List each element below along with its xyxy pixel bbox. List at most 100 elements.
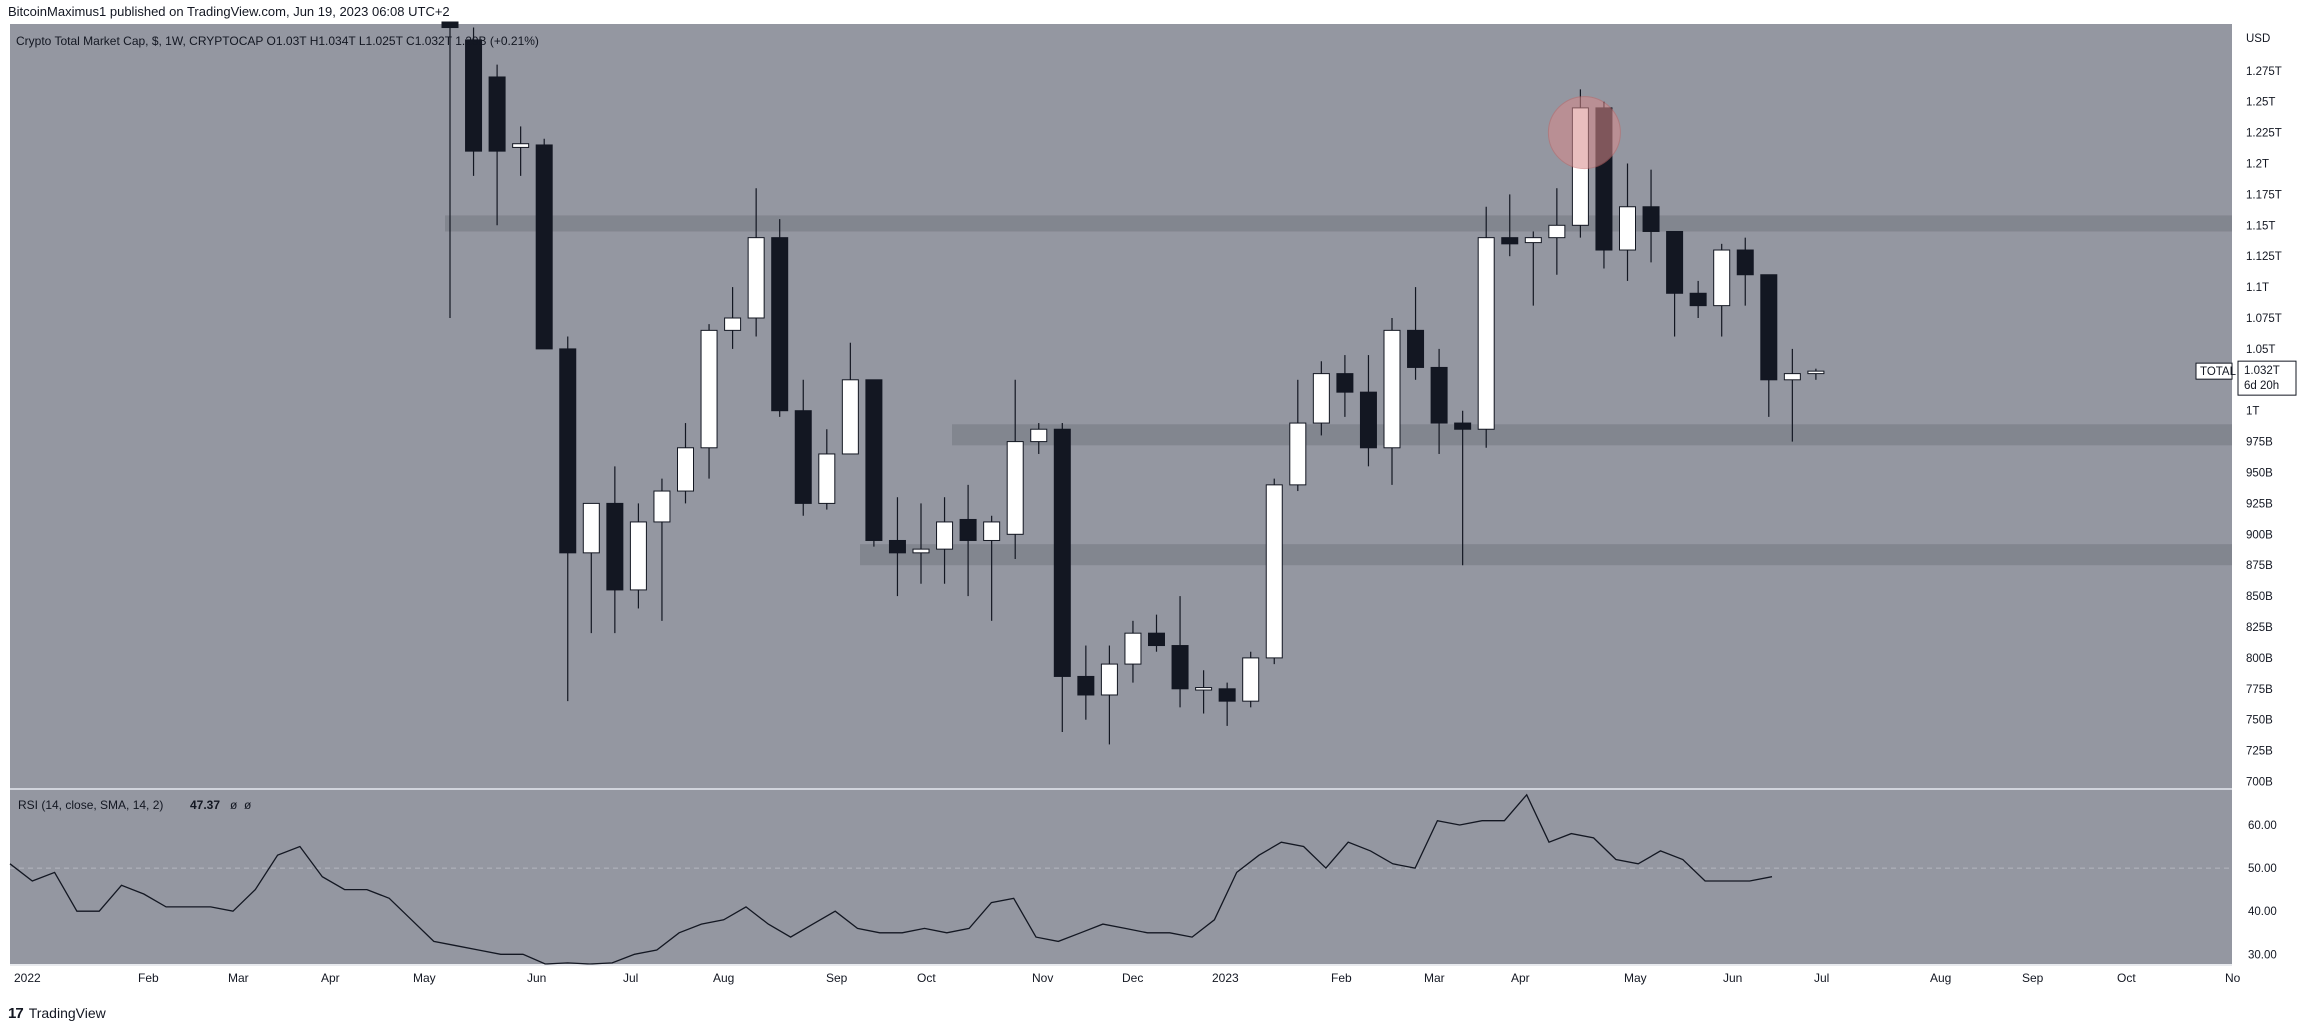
candle-body xyxy=(1642,206,1660,232)
candle-52 xyxy=(1666,230,1684,337)
candle-8 xyxy=(629,503,647,609)
rsi-legend-label: RSI (14, close, SMA, 14, 2) xyxy=(18,798,163,812)
time-tick-label: Apr xyxy=(1511,971,1530,985)
publisher-line: BitcoinMaximus1 published on TradingView… xyxy=(8,4,450,19)
candle-0 xyxy=(441,21,459,318)
candle-19 xyxy=(888,497,906,597)
candle-body xyxy=(1477,237,1495,430)
candle-4 xyxy=(535,138,553,350)
candle-16 xyxy=(818,429,836,510)
candle-body xyxy=(983,521,1001,541)
candle-body xyxy=(1619,206,1636,251)
rsi-legend: RSI (14, close, SMA, 14, 2) 47.37 ø ø xyxy=(18,798,252,812)
candle-body xyxy=(818,453,836,504)
candle-body xyxy=(888,539,906,554)
candle-13 xyxy=(747,188,765,337)
candle-29 xyxy=(1124,620,1142,683)
candle-body xyxy=(1218,688,1236,702)
symbol-legend: Crypto Total Market Cap, $, 1W, CRYPTOCA… xyxy=(16,34,539,48)
candle-56 xyxy=(1760,274,1778,417)
candle-body xyxy=(1383,329,1401,449)
time-axis-bg xyxy=(0,965,2315,991)
time-axis[interactable]: 2022 Feb Mar Apr May Jun Jul Aug Sep Oct Nov Dec 202… xyxy=(0,964,2315,991)
sr-zone-1 xyxy=(952,424,2232,446)
price-tick-label: 975B xyxy=(2246,437,2273,449)
price-axis[interactable]: USD 1.275T 1.25T 1.225T 1.2T 1.175T 1.15T 1.125… xyxy=(2232,24,2315,964)
candle-50 xyxy=(1619,163,1636,281)
footer-brand: TradingView xyxy=(28,1005,106,1021)
legend-line: Crypto Total Market Cap, $, 1W, CRYPTOCA… xyxy=(16,34,539,48)
sr-zone-2 xyxy=(860,544,2232,566)
candle-body xyxy=(1006,441,1024,535)
candle-body xyxy=(1407,329,1425,368)
time-tick-label: Jul xyxy=(623,971,638,985)
price-tick-label: 1.125T xyxy=(2246,251,2282,263)
candle-9 xyxy=(653,478,671,621)
price-tick-label: 900B xyxy=(2246,529,2273,541)
time-tick-label: 2022 xyxy=(14,971,41,985)
price-tick-label: 700B xyxy=(2246,777,2273,789)
time-tick-label: Mar xyxy=(228,971,249,985)
candle-body xyxy=(465,39,483,152)
candle-46 xyxy=(1524,231,1542,306)
price-tag-name: TOTAL xyxy=(2200,366,2237,378)
rsi-legend-value: 47.37 xyxy=(190,798,220,812)
price-tick-label: 1.075T xyxy=(2246,313,2282,325)
highlight-circle xyxy=(1547,96,1621,170)
candle-body xyxy=(1077,675,1095,696)
candle-24 xyxy=(1006,379,1024,560)
time-tick-label: Apr xyxy=(321,971,340,985)
candle-body xyxy=(865,379,883,541)
candle-body xyxy=(1454,422,1472,430)
time-tick-label: Jul xyxy=(1814,971,1829,985)
candle-body xyxy=(1501,237,1519,245)
candle-body xyxy=(1336,373,1354,393)
price-tick-label: 925B xyxy=(2246,498,2273,510)
price-axis-bg xyxy=(2232,24,2315,964)
candle-body xyxy=(1171,645,1189,690)
candle-43 xyxy=(1454,410,1472,566)
price-tick-label: 800B xyxy=(2246,653,2273,665)
candle-5 xyxy=(559,336,577,702)
candle-26 xyxy=(1053,423,1071,733)
price-tick-label: 1.2T xyxy=(2246,159,2269,171)
rsi-tick-label: 50.00 xyxy=(2248,863,2277,875)
candle-body xyxy=(559,348,577,554)
candle-body xyxy=(606,502,624,591)
time-tick-label: Aug xyxy=(1930,971,1951,985)
candle-body xyxy=(1524,237,1542,244)
time-tick-label: Jun xyxy=(527,971,546,985)
price-pane[interactable] xyxy=(10,24,2232,788)
candle-body xyxy=(441,21,459,29)
candle-body xyxy=(1760,274,1778,381)
candle-body xyxy=(1713,249,1731,307)
price-tick-label: 825B xyxy=(2246,622,2273,634)
candle-41 xyxy=(1407,287,1425,380)
candle-12 xyxy=(724,287,742,349)
candle-33 xyxy=(1218,682,1236,726)
time-tick-label: 2023 xyxy=(1212,971,1239,985)
candle-39 xyxy=(1359,355,1377,467)
candle-3 xyxy=(512,126,530,176)
time-tick-label: Aug xyxy=(713,971,734,985)
rsi-axis[interactable]: 60.00 50.00 40.00 30.00 xyxy=(2248,820,2277,961)
time-tick-label: Feb xyxy=(1331,971,1352,985)
price-tick-label: 1.175T xyxy=(2246,189,2282,201)
candle-body xyxy=(700,329,718,449)
price-tick-label: 1T xyxy=(2246,406,2259,418)
price-tag: TOTAL 1.032T 6d 20h xyxy=(2195,360,2297,396)
candle-body xyxy=(1689,292,1707,307)
candle-11 xyxy=(700,324,718,479)
time-tick-label: Nov xyxy=(1032,971,1053,985)
time-tick-label: Dec xyxy=(1122,971,1143,985)
sr-zone-0 xyxy=(445,215,2232,232)
rsi-pane[interactable] xyxy=(10,790,2232,964)
candle-body xyxy=(535,144,553,350)
candle-body xyxy=(1030,428,1048,443)
candle-1 xyxy=(465,27,483,176)
time-tick-label: May xyxy=(1624,971,1647,985)
candle-body xyxy=(1312,373,1330,424)
time-tick-label: Oct xyxy=(917,971,936,985)
candle-53 xyxy=(1689,280,1707,318)
